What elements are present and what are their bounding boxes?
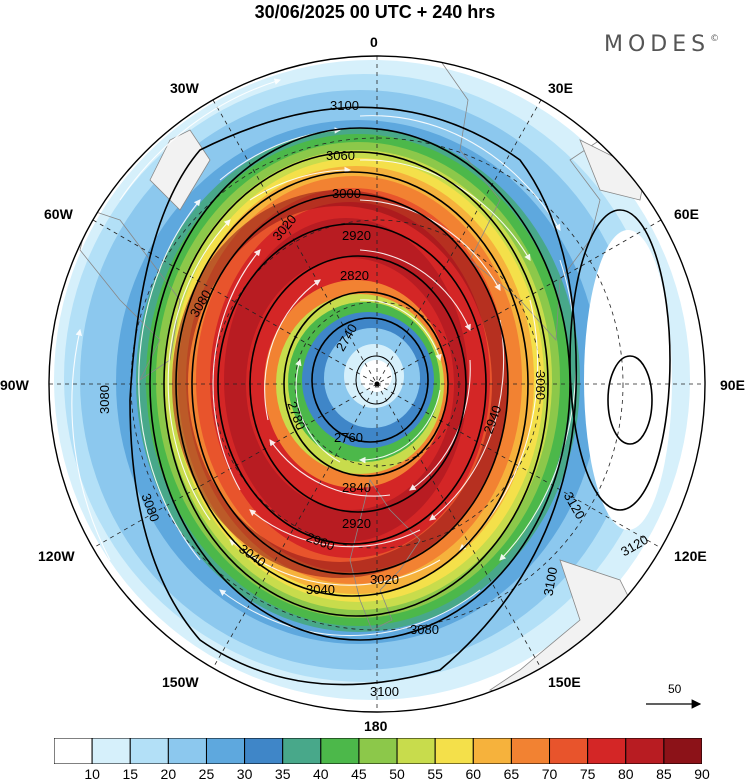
- colorbar-swatch: [358, 738, 398, 764]
- colorbar-swatch: [625, 738, 665, 764]
- longitude-label-150w: 150W: [162, 674, 199, 690]
- colorbar-swatch: [587, 738, 627, 764]
- colorbar-swatch: [663, 738, 702, 764]
- colorbar-swatch: [129, 738, 169, 764]
- contour-label: 2920: [342, 228, 371, 243]
- contour-label: 2920: [342, 516, 371, 531]
- colorbar-swatch: [167, 738, 207, 764]
- colorbar-swatch: [320, 738, 360, 764]
- colorbar-tick-label: 35: [274, 766, 291, 782]
- colorbar-swatch: [396, 738, 436, 764]
- colorbar-tick-label: 15: [122, 766, 139, 782]
- contour-label: 2820: [340, 268, 369, 283]
- map-boundary: [48, 55, 706, 713]
- longitude-label-120w: 120W: [38, 548, 75, 564]
- colorbar-tick-label: 30: [236, 766, 253, 782]
- longitude-label-60e: 60E: [674, 206, 699, 222]
- longitude-label-60w: 60W: [44, 206, 73, 222]
- colorbar: [54, 738, 702, 764]
- colorbar-swatch: [54, 738, 93, 764]
- contour-label: 3100: [330, 98, 359, 113]
- colorbar-tick-label: 70: [541, 766, 558, 782]
- contour-label: 3080: [532, 371, 548, 400]
- contour-label: 3020: [370, 572, 399, 587]
- contour-label: 3100: [370, 684, 399, 699]
- contour-label: 3080: [410, 622, 439, 637]
- reference-vector-label: 50: [668, 682, 682, 696]
- colorbar-tick-label: 75: [579, 766, 596, 782]
- colorbar-swatch: [434, 738, 474, 764]
- height-contours: [129, 106, 671, 686]
- colorbar-swatch: [205, 738, 246, 764]
- map-title: 30/06/2025 00 UTC + 240 hrs: [254, 2, 496, 22]
- colorbar-swatch: [91, 738, 131, 764]
- colorbar-tick-label: 85: [656, 766, 672, 782]
- colorbar-tick-label: 65: [503, 766, 520, 782]
- colorbar-swatch: [510, 738, 551, 764]
- longitude-label-150e: 150E: [548, 674, 581, 690]
- colorbar-tick-label: 90: [694, 766, 710, 782]
- colorbar-swatch: [549, 738, 589, 764]
- colorbar-tick-label: 60: [465, 766, 482, 782]
- longitude-label-120e: 120E: [674, 548, 707, 564]
- brand-name: MODES: [604, 32, 711, 57]
- contour-label: 3000: [332, 186, 361, 201]
- colorbar-tick-label: 45: [351, 766, 367, 782]
- colorbar-tick-label: 50: [389, 766, 405, 782]
- contour-label: 3040: [306, 582, 335, 597]
- contour-label: 3080: [96, 385, 112, 414]
- colorbar-tick-label: 80: [617, 766, 634, 782]
- colorbar-tick-label: 20: [160, 766, 177, 782]
- longitude-label-180: 180: [364, 718, 388, 734]
- contour-label: 2840: [342, 480, 371, 495]
- colorbar-tick-label: 40: [313, 766, 329, 782]
- colorbar-tick-label: 55: [427, 766, 443, 782]
- colorbar-swatch: [472, 738, 512, 764]
- longitude-label-30e: 30E: [548, 80, 573, 96]
- north-pole-marker: [374, 381, 380, 387]
- longitude-label-90w: 90W: [0, 377, 29, 393]
- copyright-mark: ©: [710, 34, 720, 44]
- colorbar-swatch: [282, 738, 322, 764]
- brand-logo: MODES©: [604, 32, 719, 57]
- colorbar-swatch: [244, 738, 284, 764]
- contour-label: 3060: [326, 148, 355, 163]
- longitude-label-90e: 90E: [720, 377, 745, 393]
- longitude-label-0: 0: [370, 34, 378, 50]
- colorbar-tick-label: 25: [198, 766, 215, 782]
- longitude-label-30w: 30W: [170, 80, 199, 96]
- colorbar-tick-label: 10: [84, 766, 100, 782]
- contour-label: 2760: [334, 430, 363, 445]
